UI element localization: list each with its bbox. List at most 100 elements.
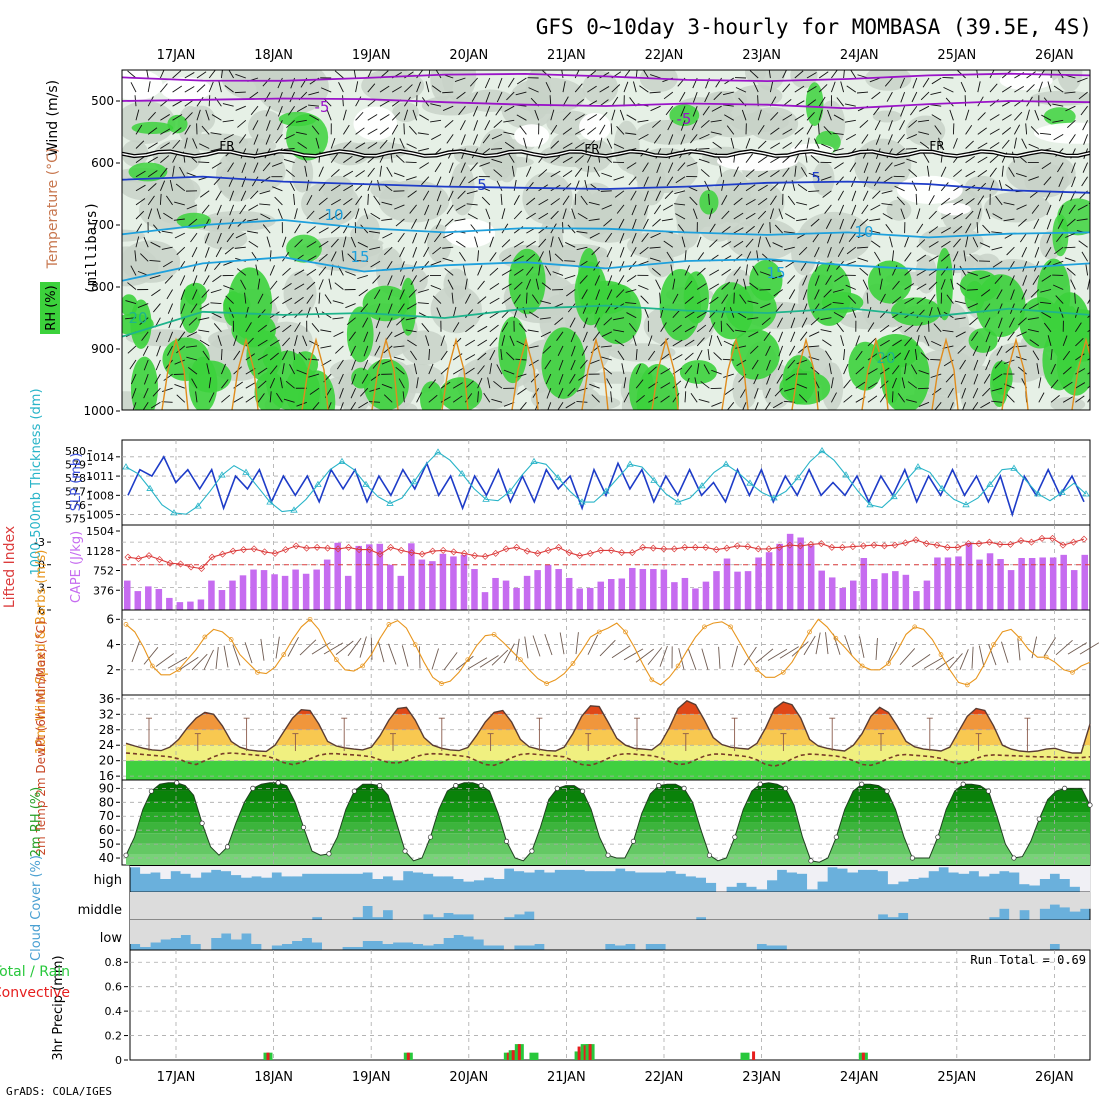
surface-wind-barb [803,635,816,656]
wind-barb [156,345,161,357]
wind-barb [980,289,991,297]
wind-barb [558,359,564,371]
wind-barb [386,317,393,328]
lifted-index-line [127,537,1085,570]
wind-barb [899,120,905,131]
surface-wind-barb [455,655,474,671]
surface-wind-barb [347,637,362,657]
wind-barb [626,162,637,169]
wind-barb [176,394,186,403]
wind-barb [919,141,930,149]
wind-barb [318,227,329,234]
wind-barb [698,399,710,403]
li-marker [303,544,311,552]
wind-barb [127,345,137,354]
cape-bar [944,557,952,610]
wind-barb [918,369,930,375]
wind-barb [368,401,381,403]
wind-barb [998,317,1003,329]
cloud-gap-middle [685,892,697,920]
cape-bar [608,579,615,610]
wind-barb [643,307,649,318]
wind-barb [619,109,625,121]
wind-barb [569,373,576,384]
rh-moist-blob [574,261,608,326]
wind-barb [167,345,173,356]
wind-barb [824,204,832,214]
li-marker [891,541,899,549]
wind-barb [855,381,866,389]
wind-barb [606,289,613,300]
wind-barb [308,91,320,96]
wind-barb [440,335,445,347]
wind-barb [754,402,759,410]
precip-convective-bar [577,1046,581,1060]
wind-grid [122,610,1090,695]
wind-barb [386,166,393,177]
wind-barb [188,317,198,326]
wind-barb [557,345,564,356]
wind-barb [513,210,523,220]
wind-barb [556,331,564,341]
li-marker [817,540,825,548]
wind-barb [562,195,570,206]
cloud-gap-high [928,866,939,872]
wind-barb [740,387,747,398]
precip-panel-frame [129,949,1091,1061]
wind-barb [204,232,210,244]
cloud-gap-low [524,920,535,946]
wind-barb [367,114,378,121]
wind-barb [460,134,466,145]
li-marker [240,546,248,554]
wind-barb [210,148,222,152]
wind-barb [1081,251,1088,262]
wind-barb [423,246,430,258]
rh-blob [632,147,699,193]
tick-label: 579 [65,458,86,471]
li-marker [565,549,573,557]
wind-barb [538,264,541,276]
wind-barb [684,265,690,276]
wind-barb [1027,329,1039,333]
cloud-gap-middle [453,892,464,915]
rh-blob [525,70,552,120]
surface-wind-barb [359,636,367,658]
wind-barb [332,317,344,320]
cloud-gap-middle [342,892,353,920]
wind-barb [135,109,140,121]
wind-barb [177,331,186,341]
wind-barb [1074,292,1076,304]
cloud-gap-low [281,920,293,944]
wind-barb [977,127,987,135]
wind-barb [1026,84,1035,93]
wind-barb [297,141,308,149]
wind-barb [696,236,702,248]
rh-marker [833,834,839,840]
cape-bar [1081,554,1089,610]
wind-barb [797,184,808,192]
wind-barb [210,302,222,305]
wind-barb [229,204,235,216]
wind-barb [918,131,930,135]
wind-barb [589,232,600,239]
rh-moist-blob [223,291,244,327]
wind-barb [285,380,295,389]
wind-barb [1003,218,1015,222]
wind-barb [184,137,188,149]
wind-barb [747,317,759,320]
wind-barb [143,236,149,248]
wind-barb [668,134,674,145]
thickness-marker [242,468,250,475]
wind-barb [892,325,903,333]
date-label: 23JAN [742,1070,781,1085]
wind-barb [1027,317,1039,320]
wind-barb [234,91,246,94]
cloud-gap-middle [261,892,272,920]
wind-barb [265,106,271,117]
cloud-gap-middle [928,892,939,920]
wind-barb [248,240,259,248]
wind-barb [481,196,491,206]
wind-barb [1008,317,1015,328]
